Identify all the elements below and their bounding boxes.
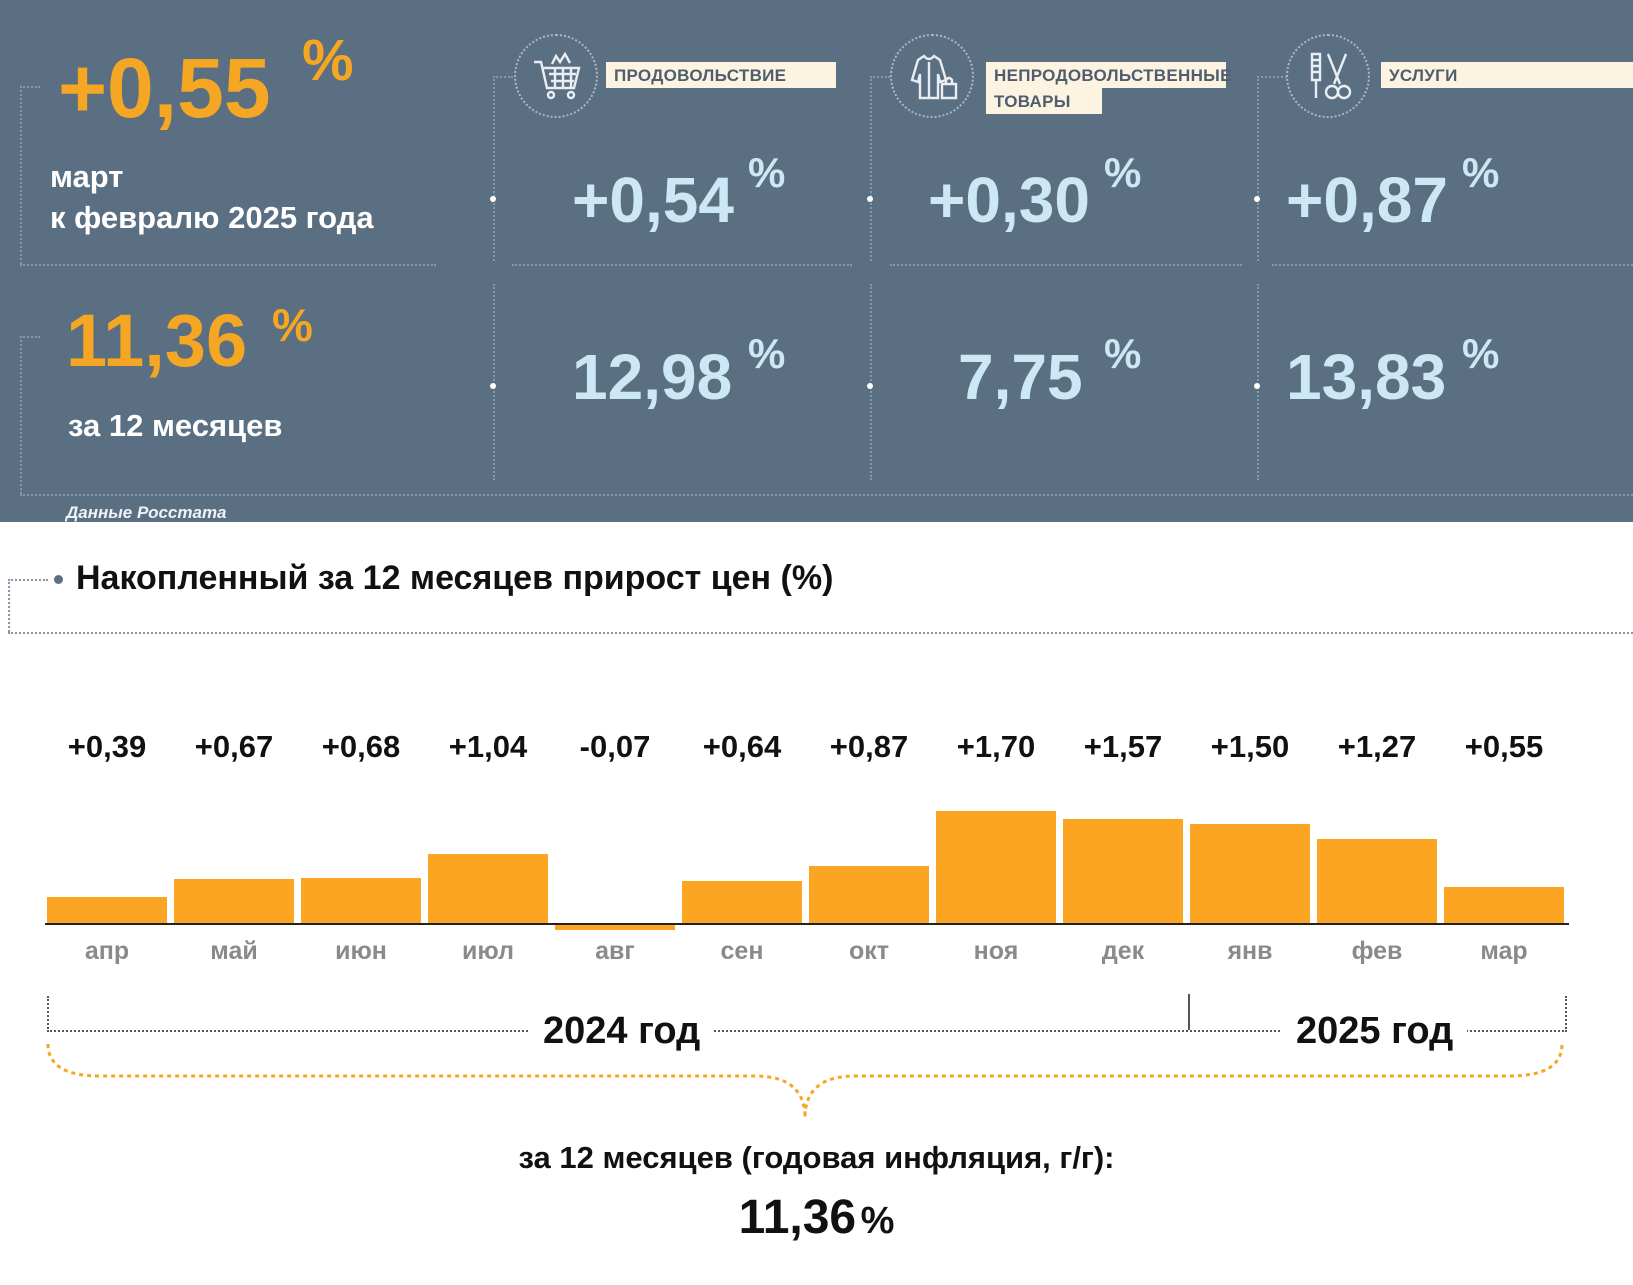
divider-line [1257,284,1259,480]
summary-brace [46,1043,1564,1119]
value-label-окт: +0,87 [829,729,909,764]
chart-baseline [45,923,1569,925]
scissors-comb-icon [1286,34,1370,118]
month-label-ноя: ноя [973,937,1019,965]
divider-line [20,336,22,494]
value-label-мар: +0,55 [1464,729,1544,764]
food-monthly-value: +0,54% [572,149,786,236]
divider-line [493,76,513,78]
bar-май [174,878,294,923]
divider-line [870,284,872,480]
month-label-апр: апр [84,937,130,965]
monthly-inflation-value: +0,55% [58,28,354,135]
divider-line [20,336,40,338]
divider-line [1257,76,1259,261]
month-label-сен: сен [720,937,764,965]
connector-dot [490,383,496,389]
bar-апр [47,897,167,923]
bar-янв [1190,824,1310,923]
category-label-nonfood-line1: НЕПРОДОВОЛЬСТВЕННЫЕ [986,62,1231,88]
divider-line [20,86,22,264]
divider-line [493,284,495,480]
divider-line [20,86,40,88]
month-label-мар: мар [1480,937,1528,965]
value-label-сен: +0,64 [702,729,782,764]
value-label-июн: +0,68 [321,729,401,764]
connector-dot [1254,383,1260,389]
nonfood-annual-value: 7,75% [958,330,1142,413]
food-annual-value: 12,98% [572,330,786,413]
category-label-food: ПРОДОВОЛЬСТВИЕ [606,62,836,88]
divider-line [890,264,1242,266]
connector-dot [490,196,496,202]
category-label-services: УСЛУГИ [1381,62,1633,88]
month-label-май: май [210,937,258,965]
month-label-авг: авг [595,937,635,965]
inflation-summary-panel: +0,55% март к февралю 2025 года 11,36% з… [0,0,1633,522]
value-label-дек: +1,57 [1083,729,1163,764]
month-label-фев: фев [1351,937,1403,965]
month-label-июн: июн [335,937,387,965]
shopping-cart-icon [514,34,598,118]
services-monthly-value: +0,87% [1286,149,1500,236]
divider-line [20,264,436,266]
value-label-авг: -0,07 [579,729,651,764]
annual-inflation-summary-value: 11,36 % [738,1191,895,1244]
value-label-апр: +0,39 [67,729,147,764]
connector-dot [867,383,873,389]
month-label-июл: июл [462,937,514,965]
bar-сен [682,880,802,923]
month-label-окт: окт [848,937,890,965]
connector-dot [1254,196,1260,202]
monthly-inflation-caption: март к февралю 2025 года [50,159,374,235]
annual-inflation-value: 11,36% [66,299,313,382]
divider-line [512,264,852,266]
category-label-nonfood-line2: ТОВАРЫ [986,88,1102,114]
annual-inflation-summary-label: за 12 месяцев (годовая инфляция, г/г): [518,1140,1115,1175]
divider-line [1272,264,1633,266]
bar-фев [1317,839,1437,923]
month-label-янв: янв [1227,937,1273,965]
bar-июл [428,854,548,923]
bar-авг [555,925,675,930]
value-label-май: +0,67 [194,729,274,764]
bar-июн [301,878,421,923]
data-source-note: Данные Росстата [66,503,227,522]
year-label-2025: 2025 год [1282,1010,1468,1053]
bar-мар [1444,886,1564,923]
services-annual-value: 13,83% [1286,330,1500,413]
bar-окт [809,865,929,923]
divider-line [493,76,495,261]
value-label-ноя: +1,70 [956,729,1036,764]
year-label-2024: 2024 год [529,1010,715,1053]
chart-title: Накопленный за 12 месяцев прирост цен (%… [76,559,834,597]
nonfood-monthly-value: +0,30% [928,149,1142,236]
month-label-дек: дек [1101,937,1145,965]
divider-line [1257,76,1287,78]
divider-line [870,76,890,78]
divider-line [20,494,1633,496]
connector-dot [867,196,873,202]
bar-ноя [936,810,1056,923]
bar-дек [1063,819,1183,923]
annual-inflation-caption: за 12 месяцев [68,408,283,443]
value-label-июл: +1,04 [448,729,528,764]
divider-line [870,76,872,261]
value-label-янв: +1,50 [1210,729,1290,764]
clothing-bag-icon [890,34,974,118]
value-label-фев: +1,27 [1337,729,1417,764]
